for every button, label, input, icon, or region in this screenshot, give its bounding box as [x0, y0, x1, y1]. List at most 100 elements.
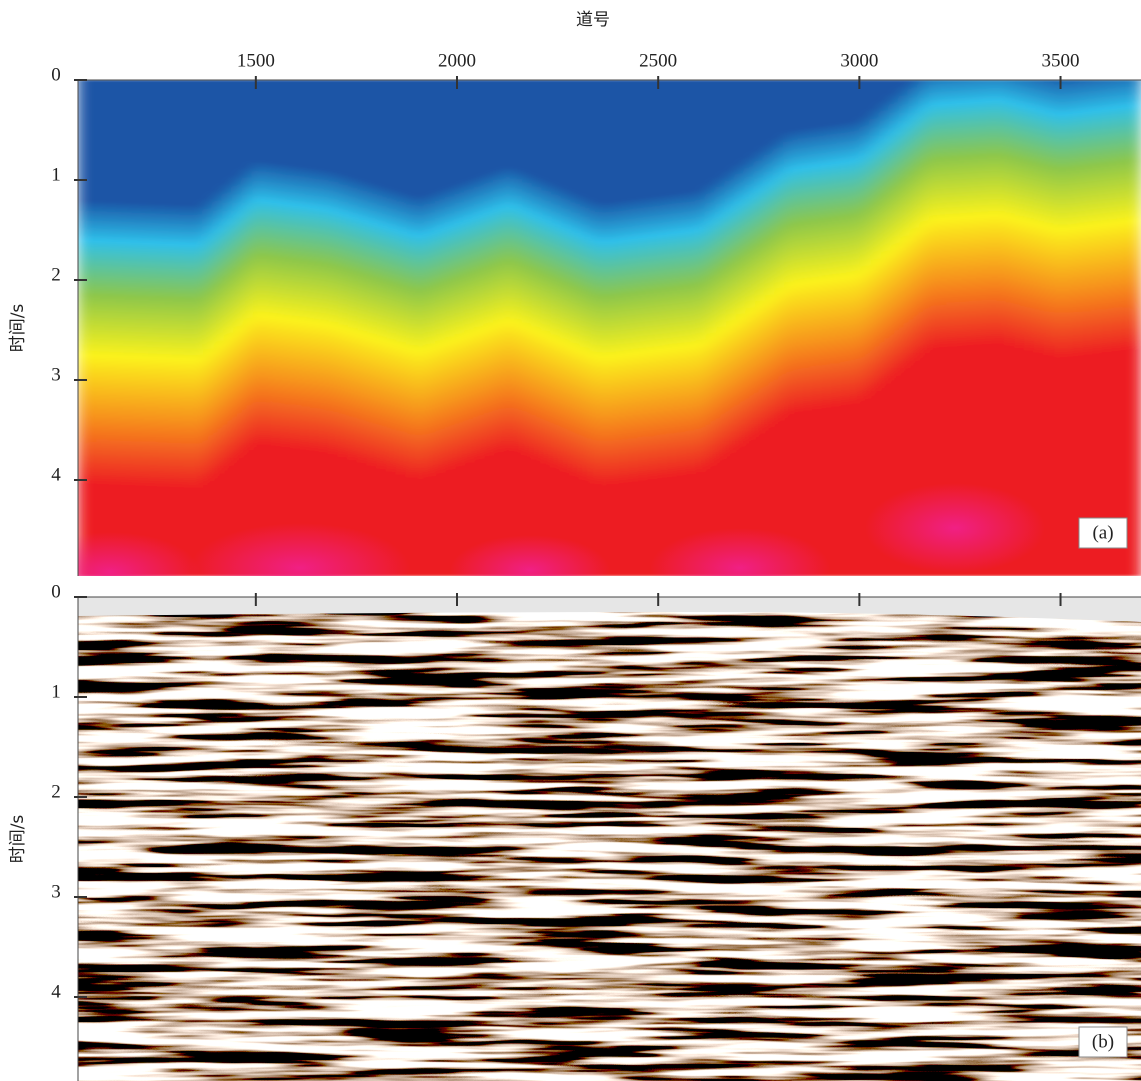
x-tick-label: 3500	[1042, 50, 1080, 71]
velocity-strip	[1014, 80, 1026, 576]
velocity-strip	[560, 80, 572, 576]
velocity-strip	[377, 80, 388, 576]
velocity-strip	[802, 80, 813, 576]
velocity-strip	[164, 80, 176, 576]
seismic-top-mute	[78, 597, 1141, 622]
velocity-strip	[715, 80, 726, 576]
velocity-strip	[676, 80, 688, 576]
seismic-section	[78, 597, 1141, 1081]
velocity-strip	[502, 80, 514, 576]
velocity-strip	[299, 80, 311, 576]
velocity-strip	[551, 80, 562, 576]
velocity-strip	[367, 80, 379, 576]
velocity-strip	[657, 80, 668, 576]
velocity-strip	[1082, 80, 1094, 576]
y-tick-label: 4	[51, 464, 61, 485]
velocity-strip	[1063, 80, 1074, 576]
velocity-strip	[618, 80, 630, 576]
velocity-strip	[290, 80, 301, 576]
velocity-strip	[251, 80, 263, 576]
velocity-strip	[154, 80, 166, 576]
velocity-strip	[212, 80, 224, 576]
panel-label-box	[1078, 517, 1128, 549]
velocity-strip	[966, 80, 978, 576]
velocity-strip	[695, 80, 707, 576]
velocity-strip	[444, 80, 456, 576]
velocity-strip	[647, 80, 659, 576]
velocity-strip	[840, 80, 852, 576]
y-axis-title: 时间/s	[8, 815, 28, 864]
velocity-strip	[319, 80, 330, 576]
x-tick-label: 1500	[237, 50, 275, 71]
velocity-strip	[1072, 80, 1084, 576]
velocity-strip	[125, 80, 137, 576]
velocity-strip	[1053, 80, 1065, 576]
velocity-strip	[193, 80, 205, 576]
velocity-strip	[927, 80, 939, 576]
velocity-strip	[241, 80, 253, 576]
velocity-strip	[985, 80, 997, 576]
panel-label-box	[1078, 1026, 1128, 1058]
velocity-strip	[87, 80, 98, 576]
velocity-strip	[1101, 80, 1113, 576]
x-tick-label: 3000	[840, 50, 878, 71]
velocity-strip	[1092, 80, 1103, 576]
velocity-strip	[792, 80, 804, 576]
velocity-strip	[1130, 80, 1141, 576]
velocity-strip	[96, 80, 108, 576]
velocity-strip	[328, 80, 340, 576]
velocity-strip	[493, 80, 504, 576]
panel-label: (b)	[1092, 1031, 1114, 1052]
velocity-strip	[898, 80, 910, 576]
velocity-strip	[135, 80, 147, 576]
velocity-strip	[1005, 80, 1016, 576]
velocity-strip	[869, 80, 881, 576]
velocity-strip	[522, 80, 533, 576]
velocity-strip	[338, 80, 350, 576]
velocity-strip	[976, 80, 987, 576]
velocity-strip	[580, 80, 591, 576]
velocity-strip	[454, 80, 466, 576]
velocity-strip	[203, 80, 214, 576]
velocity-strip	[753, 80, 765, 576]
velocity-strip	[570, 80, 582, 576]
velocity-strip	[947, 80, 958, 576]
y-tick-label: 0	[51, 581, 61, 602]
velocity-strip	[637, 80, 649, 576]
velocity-strip	[473, 80, 485, 576]
x-tick-label: 2000	[438, 50, 476, 71]
velocity-strip	[116, 80, 127, 576]
velocity-strip	[811, 80, 823, 576]
y-tick-label: 1	[51, 164, 61, 185]
velocity-strip	[734, 80, 746, 576]
velocity-strip	[918, 80, 929, 576]
velocity-strip	[956, 80, 968, 576]
velocity-strip	[541, 80, 553, 576]
velocity-strip	[995, 80, 1007, 576]
velocity-strip	[261, 80, 272, 576]
y-tick-label: 4	[51, 981, 61, 1002]
velocity-strip	[357, 80, 369, 576]
velocity-strip	[705, 80, 717, 576]
velocity-highs	[78, 483, 1045, 576]
velocity-strip	[280, 80, 292, 576]
velocity-strip	[782, 80, 794, 576]
velocity-strip	[879, 80, 891, 576]
velocity-strip	[483, 80, 495, 576]
velocity-strip	[1121, 80, 1132, 576]
velocity-strip	[744, 80, 755, 576]
y-tick-label: 2	[51, 264, 61, 285]
velocity-strip	[1111, 80, 1123, 576]
velocity-strip	[406, 80, 417, 576]
velocity-strip	[821, 80, 833, 576]
velocity-strip	[145, 80, 156, 576]
velocity-strip	[773, 80, 784, 576]
velocity-strip	[1043, 80, 1055, 576]
velocity-strip	[464, 80, 475, 576]
y-tick-label: 3	[51, 364, 61, 385]
velocity-strip	[860, 80, 871, 576]
velocity-strip	[78, 80, 89, 576]
velocity-strip	[609, 80, 620, 576]
x-axis-title: 道号	[576, 10, 610, 30]
